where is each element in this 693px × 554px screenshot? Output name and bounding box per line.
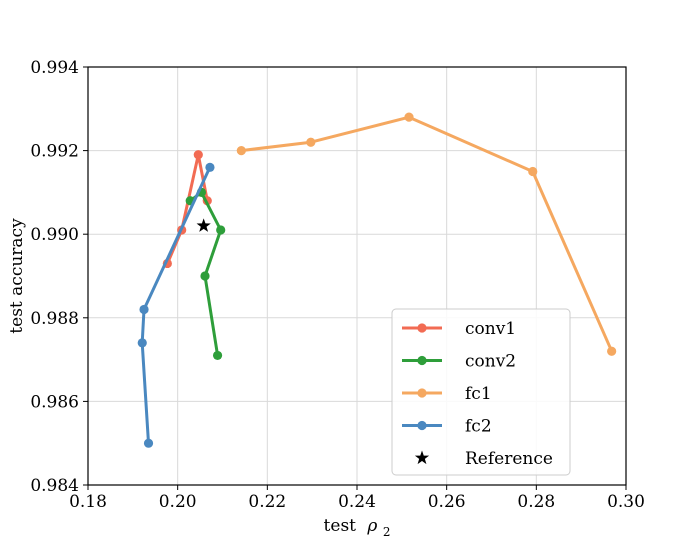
legend-swatch-star bbox=[414, 450, 430, 465]
data-point-conv2 bbox=[212, 350, 223, 361]
data-point-fc2 bbox=[139, 304, 149, 315]
legend-label: fc1 bbox=[465, 384, 492, 404]
series-fc1 bbox=[236, 112, 617, 356]
data-point-fc1 bbox=[528, 166, 538, 177]
legend-label: fc2 bbox=[465, 417, 492, 437]
x-axis-label-symbol: ρ bbox=[366, 516, 377, 536]
legend-entry-fc1: fc1 bbox=[402, 384, 492, 404]
data-point-fc1 bbox=[404, 112, 414, 122]
ticks: 0.18 0.20 0.22 0.24 0.26 0.28 0.30 0.984 0.986 0.… bbox=[30, 58, 645, 512]
x-tick-label: 0.26 bbox=[428, 492, 466, 512]
legend-entry-reference: Reference bbox=[414, 449, 553, 469]
x-tick-label: 0.22 bbox=[248, 492, 286, 512]
legend-entry-conv1: conv1 bbox=[402, 319, 516, 339]
data-point-fc2 bbox=[137, 338, 147, 348]
legend-swatch-marker bbox=[417, 323, 427, 333]
x-tick-label: 0.30 bbox=[607, 492, 645, 512]
data-point-fc1 bbox=[236, 146, 246, 156]
y-tick-label: 0.992 bbox=[30, 142, 79, 162]
series-line-fc2 bbox=[140, 165, 212, 445]
data-point-conv2 bbox=[216, 225, 226, 235]
data-point-fc1 bbox=[306, 137, 316, 147]
y-tick-label: 0.988 bbox=[30, 309, 79, 329]
y-axis-label: test accuracy bbox=[7, 218, 27, 334]
y-tick-label: 0.994 bbox=[30, 58, 79, 78]
legend-swatch-marker bbox=[417, 355, 427, 366]
legend-swatch-marker bbox=[417, 388, 427, 398]
y-tick-label: 0.986 bbox=[30, 392, 79, 412]
series-fc2 bbox=[137, 162, 215, 448]
legend-entry-conv2: conv2 bbox=[402, 352, 516, 372]
legend-box bbox=[391, 308, 571, 476]
legend-label: conv2 bbox=[465, 352, 516, 372]
x-axis-label: test ρ 2 bbox=[324, 516, 391, 539]
series-layer bbox=[137, 112, 617, 448]
x-tick-label: 0.18 bbox=[69, 492, 107, 512]
data-point-fc2 bbox=[143, 438, 154, 448]
legend-label: conv1 bbox=[465, 319, 516, 339]
series-conv2 bbox=[185, 187, 226, 361]
legend-entry-fc2: fc2 bbox=[402, 417, 492, 437]
x-tick-label: 0.20 bbox=[159, 492, 197, 512]
x-tick-label: 0.24 bbox=[338, 492, 376, 512]
data-point-conv2 bbox=[200, 271, 210, 281]
y-tick-label: 0.990 bbox=[30, 225, 79, 245]
legend-swatch-marker bbox=[417, 420, 427, 431]
reference-star-marker bbox=[196, 218, 211, 232]
x-axis-label-text: test bbox=[324, 516, 357, 536]
data-point-fc2 bbox=[205, 162, 215, 172]
x-axis-label-subscript: 2 bbox=[383, 525, 391, 539]
data-point-fc1 bbox=[607, 346, 617, 356]
data-point-conv1 bbox=[193, 150, 203, 160]
y-tick-label: 0.984 bbox=[30, 476, 79, 496]
x-tick-label: 0.28 bbox=[517, 492, 555, 512]
legend-label: Reference bbox=[465, 449, 553, 469]
legend: conv1 conv2 fc1 fc2 Reference bbox=[391, 308, 571, 476]
